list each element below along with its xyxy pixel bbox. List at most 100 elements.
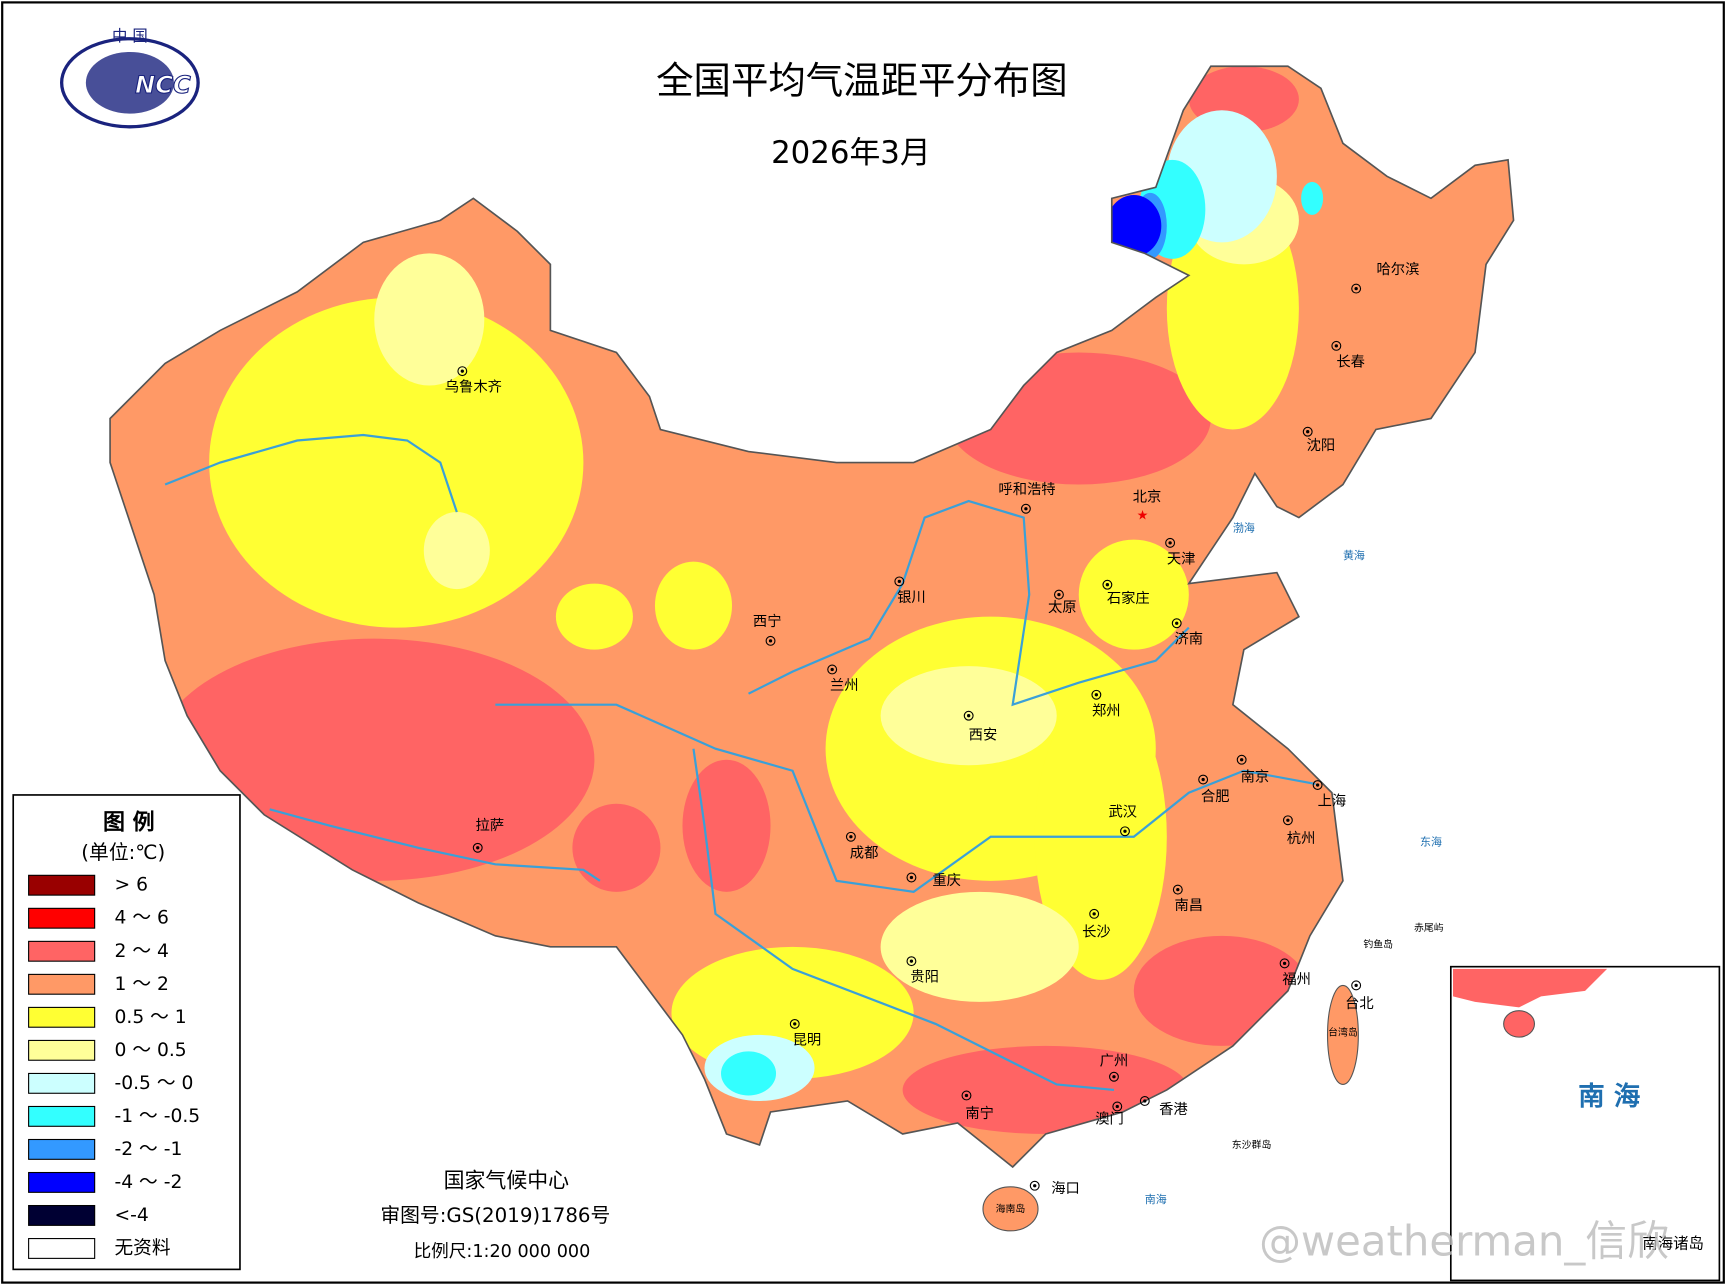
city-label: 合肥 bbox=[1201, 788, 1230, 805]
city-marker bbox=[830, 667, 834, 672]
city-label: 兰州 bbox=[830, 677, 859, 694]
city-label: 长春 bbox=[1336, 353, 1365, 370]
city-marker bbox=[1198, 774, 1209, 785]
city-marker bbox=[1331, 340, 1342, 351]
region bbox=[1106, 195, 1162, 257]
legend-swatch bbox=[28, 940, 96, 962]
city-marker bbox=[1334, 344, 1338, 348]
footer-org: 国家气候中心 bbox=[444, 1168, 570, 1192]
city-label: 重庆 bbox=[932, 872, 961, 889]
region bbox=[654, 561, 733, 650]
city-label: 北京 bbox=[1133, 489, 1162, 506]
legend-swatch bbox=[28, 1006, 96, 1028]
title: 全国平均气温距平分布图 bbox=[656, 58, 1067, 102]
legend-title: 图 例 bbox=[103, 811, 155, 836]
city-marker bbox=[1033, 1184, 1037, 1188]
city-marker bbox=[1089, 908, 1100, 919]
city-marker bbox=[964, 1093, 969, 1098]
city-label: 南昌 bbox=[1175, 897, 1204, 914]
city-marker bbox=[1029, 1180, 1040, 1191]
river bbox=[692, 748, 1115, 1092]
island bbox=[1326, 984, 1359, 1086]
city-label: 杭州 bbox=[1287, 830, 1316, 847]
city-label: 石家庄 bbox=[1107, 589, 1150, 607]
city-marker bbox=[1201, 777, 1205, 782]
subtitle: 2026年3月 bbox=[771, 135, 931, 171]
city-marker bbox=[457, 366, 468, 377]
city-marker bbox=[906, 956, 917, 967]
city-label: 哈尔滨 bbox=[1377, 261, 1420, 278]
city-label: 南京 bbox=[1241, 768, 1270, 785]
city-marker bbox=[1351, 980, 1362, 991]
city-marker bbox=[789, 1018, 800, 1029]
city-marker bbox=[1112, 1075, 1116, 1079]
logo-text: NCC bbox=[135, 71, 191, 99]
city-marker bbox=[1109, 1071, 1119, 1082]
legend-label: 1 ～ 2 bbox=[114, 974, 168, 995]
sea-label: 黄海 bbox=[1343, 548, 1365, 562]
legend-label: 0 ～ 0.5 bbox=[114, 1040, 186, 1061]
island-label: 东沙群岛 bbox=[1232, 1138, 1272, 1151]
city-label: 西安 bbox=[969, 727, 998, 744]
legend-label: 无资料 bbox=[114, 1238, 170, 1259]
city-marker bbox=[961, 1090, 972, 1101]
city-marker bbox=[1312, 780, 1323, 791]
city-label: 济南 bbox=[1175, 631, 1204, 648]
city-label: 成都 bbox=[850, 844, 879, 861]
city-marker bbox=[765, 635, 776, 646]
region bbox=[721, 1051, 777, 1096]
inset-hainan bbox=[1503, 1010, 1536, 1038]
logo: 中 国 NCC bbox=[59, 27, 200, 129]
city-marker bbox=[1286, 818, 1290, 822]
city-label: 长沙 bbox=[1082, 924, 1111, 941]
legend-label: -4 ～ -2 bbox=[114, 1172, 182, 1193]
city-label: 武汉 bbox=[1108, 804, 1137, 821]
city-marker bbox=[1091, 689, 1102, 700]
river bbox=[269, 808, 601, 882]
city-marker bbox=[1176, 887, 1180, 892]
city-label: 南宁 bbox=[965, 1105, 994, 1122]
city-marker bbox=[1120, 826, 1130, 837]
city-marker bbox=[909, 875, 914, 880]
city-marker bbox=[1240, 758, 1244, 762]
city-marker bbox=[1112, 1101, 1123, 1112]
island-label: 钓鱼岛 bbox=[1363, 938, 1393, 951]
city-label: 贵阳 bbox=[910, 969, 939, 986]
city-label: 拉萨 bbox=[476, 817, 505, 834]
city-marker bbox=[963, 710, 974, 721]
legend-swatch bbox=[28, 1238, 96, 1259]
city-label: 郑州 bbox=[1092, 702, 1121, 719]
inset-coast bbox=[1453, 968, 1608, 1008]
city-marker bbox=[1057, 592, 1061, 597]
city-marker bbox=[967, 714, 971, 718]
city-marker bbox=[1172, 884, 1183, 895]
city-label: 昆明 bbox=[793, 1032, 822, 1048]
city-label: 乌鲁木齐 bbox=[445, 379, 502, 396]
city-marker bbox=[1168, 541, 1172, 545]
legend-label: 2 ～ 4 bbox=[114, 941, 168, 962]
city-marker bbox=[1102, 579, 1113, 590]
city-marker bbox=[1175, 621, 1179, 625]
sea-label: 东海 bbox=[1420, 834, 1442, 848]
city-label: 太原 bbox=[1048, 599, 1077, 616]
city-marker bbox=[1236, 754, 1247, 765]
city-marker bbox=[1123, 829, 1127, 833]
region bbox=[880, 891, 1079, 1002]
watermark: @weatherman_信欣 bbox=[1259, 1217, 1669, 1266]
city-label: 海口 bbox=[1051, 1180, 1080, 1197]
city-marker bbox=[845, 831, 856, 842]
legend-swatch bbox=[28, 1138, 96, 1160]
legend-swatch bbox=[28, 1204, 96, 1226]
city-label: 呼和浩特 bbox=[998, 481, 1055, 498]
legend-label: 0.5 ～ 1 bbox=[114, 1007, 186, 1028]
footer-approval: 审图号:GS(2019)1786号 bbox=[380, 1204, 610, 1227]
inset-box bbox=[1449, 965, 1721, 1282]
city-marker bbox=[1092, 912, 1096, 916]
legend-label: 4 ～ 6 bbox=[114, 908, 168, 929]
legend-swatch bbox=[28, 1105, 96, 1127]
footer-scale: 比例尺:1:20 000 000 bbox=[414, 1242, 591, 1262]
border bbox=[109, 65, 1515, 1169]
city-label: 银川 bbox=[897, 589, 926, 606]
legend-label: -2 ～ -1 bbox=[114, 1139, 182, 1160]
city-marker bbox=[1354, 983, 1358, 988]
